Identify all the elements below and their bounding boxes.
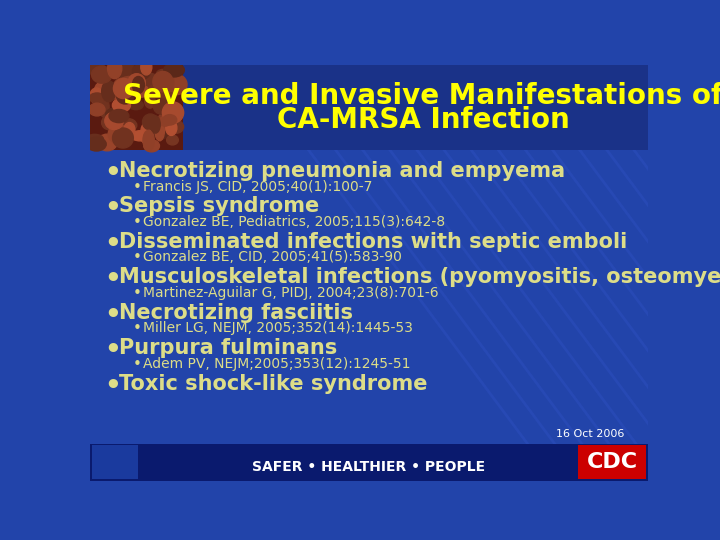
Text: CDC: CDC: [587, 452, 638, 472]
Text: Miller LG, NEJM, 2005;352(14):1445-53: Miller LG, NEJM, 2005;352(14):1445-53: [143, 321, 413, 335]
Text: CA-MRSA Infection: CA-MRSA Infection: [277, 106, 570, 134]
Ellipse shape: [140, 129, 153, 143]
Ellipse shape: [107, 58, 122, 79]
Ellipse shape: [161, 92, 174, 102]
Ellipse shape: [163, 114, 176, 125]
Ellipse shape: [109, 110, 129, 123]
Ellipse shape: [113, 78, 130, 98]
Text: Toxic shock-like syndrome: Toxic shock-like syndrome: [120, 374, 428, 394]
Text: •: •: [104, 374, 121, 400]
Ellipse shape: [120, 76, 140, 86]
Ellipse shape: [86, 63, 105, 75]
Ellipse shape: [86, 134, 104, 144]
Text: •: •: [132, 321, 142, 336]
Ellipse shape: [105, 87, 124, 99]
Ellipse shape: [117, 118, 137, 132]
Text: •: •: [104, 232, 121, 258]
Bar: [90, 444, 648, 481]
Text: Sepsis syndrome: Sepsis syndrome: [120, 197, 320, 217]
Ellipse shape: [151, 78, 161, 92]
Text: Francis JS, CID, 2005;40(1):100-7: Francis JS, CID, 2005;40(1):100-7: [143, 179, 372, 193]
Text: Severe and Invasive Manifestations of: Severe and Invasive Manifestations of: [123, 82, 720, 110]
Ellipse shape: [130, 131, 150, 141]
Text: Purpura fulminans: Purpura fulminans: [120, 338, 338, 358]
Ellipse shape: [153, 123, 168, 139]
Ellipse shape: [112, 98, 130, 112]
Ellipse shape: [128, 73, 145, 92]
Ellipse shape: [143, 130, 154, 151]
Ellipse shape: [148, 84, 166, 98]
Ellipse shape: [144, 140, 159, 152]
Text: Disseminated infections with septic emboli: Disseminated infections with septic embo…: [120, 232, 628, 252]
Ellipse shape: [142, 73, 158, 89]
Ellipse shape: [108, 125, 129, 144]
Ellipse shape: [90, 88, 103, 104]
Ellipse shape: [132, 85, 149, 97]
Ellipse shape: [99, 97, 109, 117]
Text: Martinez-Aguilar G, PIDJ, 2004;23(8):701-6: Martinez-Aguilar G, PIDJ, 2004;23(8):701…: [143, 286, 438, 300]
Ellipse shape: [86, 137, 107, 151]
Ellipse shape: [132, 63, 150, 79]
Ellipse shape: [163, 72, 174, 92]
Ellipse shape: [166, 120, 177, 136]
Text: •: •: [104, 161, 121, 187]
Ellipse shape: [97, 134, 117, 151]
Bar: [578, 445, 647, 479]
Ellipse shape: [145, 94, 156, 108]
Ellipse shape: [155, 122, 164, 141]
Ellipse shape: [141, 59, 152, 75]
Ellipse shape: [102, 81, 116, 102]
Text: Gonzalez BE, Pediatrics, 2005;115(3):642-8: Gonzalez BE, Pediatrics, 2005;115(3):642…: [143, 215, 445, 229]
Ellipse shape: [150, 116, 161, 133]
Text: •: •: [104, 267, 121, 293]
Bar: [90, 65, 183, 150]
Ellipse shape: [168, 120, 184, 133]
Ellipse shape: [112, 128, 133, 148]
Ellipse shape: [102, 116, 117, 130]
Ellipse shape: [124, 123, 135, 136]
Ellipse shape: [117, 88, 134, 104]
Text: Gonzalez BE, CID, 2005;41(5):583-90: Gonzalez BE, CID, 2005;41(5):583-90: [143, 251, 402, 265]
Text: •: •: [132, 356, 142, 372]
Text: •: •: [132, 251, 142, 265]
Ellipse shape: [129, 100, 143, 110]
Text: •: •: [132, 179, 142, 194]
Bar: [91, 445, 138, 479]
Text: 16 Oct 2006: 16 Oct 2006: [557, 429, 625, 440]
Text: •: •: [132, 286, 142, 301]
Ellipse shape: [159, 117, 171, 126]
Ellipse shape: [95, 82, 114, 98]
Ellipse shape: [166, 135, 179, 145]
Ellipse shape: [156, 70, 169, 80]
Ellipse shape: [91, 66, 112, 83]
Text: Necrotizing fasciitis: Necrotizing fasciitis: [120, 303, 354, 323]
Ellipse shape: [140, 123, 150, 144]
Ellipse shape: [106, 108, 125, 120]
Text: •: •: [104, 197, 121, 222]
Text: Necrotizing pneumonia and empyema: Necrotizing pneumonia and empyema: [120, 161, 566, 181]
Ellipse shape: [132, 77, 145, 93]
Ellipse shape: [143, 114, 158, 130]
Ellipse shape: [153, 71, 173, 92]
Ellipse shape: [166, 75, 187, 94]
Ellipse shape: [163, 102, 184, 123]
Ellipse shape: [105, 112, 123, 130]
Ellipse shape: [117, 62, 135, 79]
Ellipse shape: [163, 63, 184, 77]
Text: •: •: [132, 215, 142, 230]
Bar: [90, 65, 648, 150]
Ellipse shape: [114, 78, 134, 99]
Ellipse shape: [89, 93, 105, 103]
Text: SAFER • HEALTHIER • PEOPLE: SAFER • HEALTHIER • PEOPLE: [253, 460, 485, 474]
Ellipse shape: [158, 114, 168, 131]
Ellipse shape: [89, 103, 105, 116]
Ellipse shape: [153, 99, 170, 114]
Text: •: •: [104, 338, 121, 364]
Text: Musculoskeletal infections (pyomyositis, osteomyelitis): Musculoskeletal infections (pyomyositis,…: [120, 267, 720, 287]
Text: •: •: [104, 303, 121, 329]
Text: Adem PV, NEJM;2005;353(12):1245-51: Adem PV, NEJM;2005;353(12):1245-51: [143, 356, 410, 370]
